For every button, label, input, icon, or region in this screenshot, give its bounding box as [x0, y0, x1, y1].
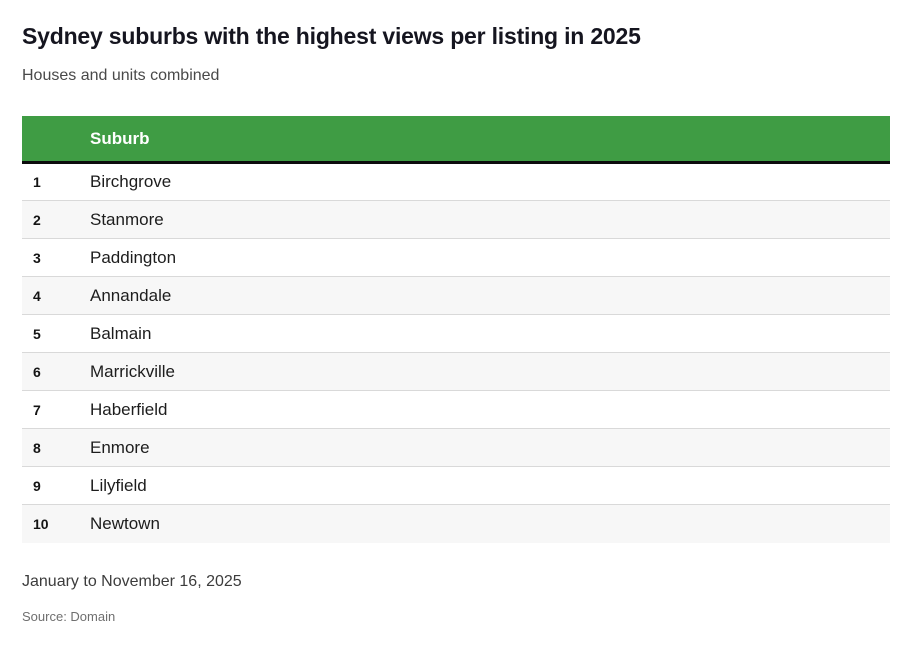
suburb-cell: Birchgrove [90, 172, 172, 191]
rank-cell: 9 [33, 477, 41, 494]
chart-container: Sydney suburbs with the highest views pe… [22, 23, 890, 624]
suburb-cell: Stanmore [90, 209, 164, 229]
suburb-cell: Marrickville [90, 361, 175, 381]
rank-cell: 7 [33, 401, 41, 418]
suburb-table: Suburb 1 Birchgrove 2 Stanmore 3 Paddington 4 A… [22, 116, 890, 543]
source-note: Source: Domain [22, 608, 116, 624]
table-row: 9 Lilyfield [22, 466, 890, 505]
suburb-cell: Annandale [90, 285, 172, 305]
table-row: 10 Newtown [22, 504, 890, 543]
table-row: 2 Stanmore [22, 200, 890, 239]
table-row: 3 Paddington [22, 238, 890, 277]
rank-cell: 3 [33, 249, 41, 266]
table-row: 1 Birchgrove [22, 163, 890, 201]
suburb-cell: Enmore [90, 437, 150, 457]
table-header-row: Suburb [22, 116, 890, 164]
chart-subtitle: Houses and units combined [22, 67, 220, 84]
suburb-column-header: Suburb [90, 116, 890, 164]
rank-cell: 10 [33, 515, 49, 532]
rank-cell: 8 [33, 439, 41, 456]
table-row: 7 Haberfield [22, 390, 890, 429]
rank-column-header [22, 116, 90, 164]
suburb-cell: Paddington [90, 247, 177, 267]
rank-cell: 1 [33, 174, 41, 190]
suburb-cell: Newtown [90, 513, 160, 533]
rank-cell: 4 [33, 287, 41, 304]
table-row: 4 Annandale [22, 276, 890, 315]
chart-title: Sydney suburbs with the highest views pe… [22, 23, 641, 49]
suburb-cell: Haberfield [90, 399, 168, 419]
date-range-note: January to November 16, 2025 [22, 572, 242, 590]
table-row: 5 Balmain [22, 314, 890, 353]
rank-cell: 5 [33, 325, 41, 342]
suburb-cell: Lilyfield [90, 475, 147, 495]
table-row: 8 Enmore [22, 428, 890, 467]
rank-cell: 2 [33, 211, 41, 228]
suburb-cell: Balmain [90, 323, 152, 343]
table-row: 6 Marrickville [22, 352, 890, 391]
rank-cell: 6 [33, 363, 41, 380]
table-body: 1 Birchgrove 2 Stanmore 3 Paddington 4 Annandal… [22, 163, 890, 543]
